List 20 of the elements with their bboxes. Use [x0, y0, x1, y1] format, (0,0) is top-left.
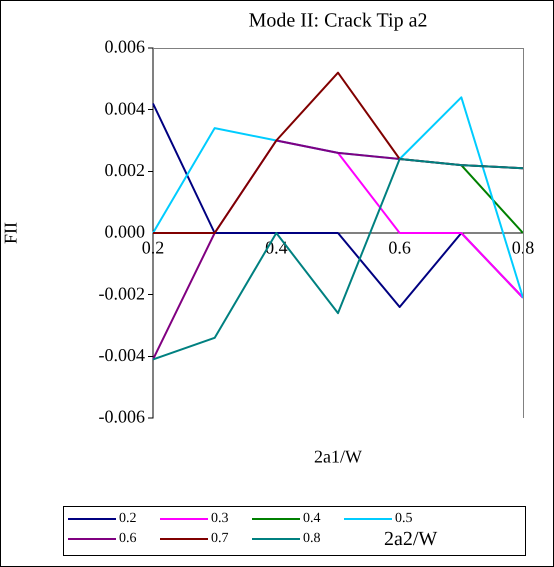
y-tick-label: 0.002 — [104, 160, 145, 180]
legend-label: 0.4 — [303, 511, 320, 527]
y-tick-label: -0.006 — [98, 406, 145, 427]
legend-label: 0.3 — [211, 511, 228, 527]
y-tick-label: -0.002 — [98, 283, 145, 304]
x-tick-label: 0.8 — [512, 238, 534, 258]
y-axis-title: FII — [0, 222, 21, 244]
legend-label: 0.2 — [119, 511, 136, 527]
chart-title: Mode II: Crack Tip a2 — [248, 9, 428, 32]
legend-label: 0.7 — [211, 531, 228, 547]
x-tick-label: 0.6 — [388, 238, 411, 258]
y-tick-label: 0.004 — [104, 98, 145, 118]
legend-label: 0.8 — [303, 531, 320, 547]
x-axis-title: 2a1/W — [314, 446, 362, 467]
y-tick-label: 0.000 — [104, 222, 145, 242]
legend-title: 2a2/W — [384, 528, 438, 550]
legend-label: 0.6 — [119, 531, 136, 547]
legend-label: 0.5 — [395, 511, 412, 527]
y-tick-label: 0.006 — [104, 36, 145, 57]
y-tick-label: -0.004 — [98, 345, 145, 366]
